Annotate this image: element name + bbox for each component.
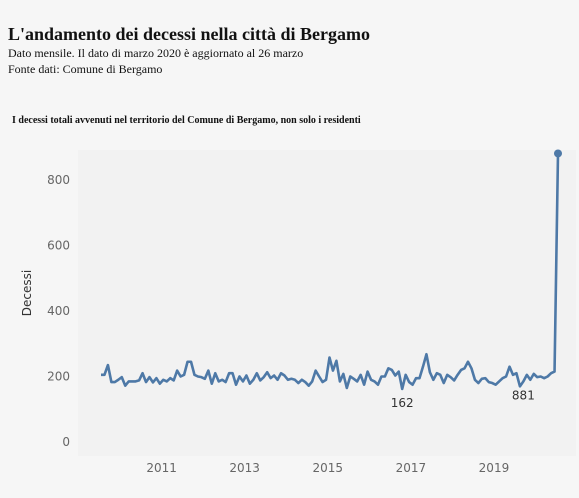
- data-label: 162: [391, 396, 414, 410]
- plot-area: [78, 150, 576, 456]
- x-tick-label: 2011: [146, 461, 177, 475]
- y-tick-label: 400: [47, 304, 70, 318]
- end-point-marker: [554, 149, 562, 158]
- data-source: Fonte dati: Comune di Bergamo: [8, 62, 163, 76]
- data-labels: 881 162: [391, 388, 535, 410]
- y-tick-label: 800: [47, 173, 70, 187]
- y-axis-ticks: 0 200 400 600 800: [47, 173, 70, 449]
- y-tick-label: 600: [47, 239, 70, 253]
- y-tick-label: 200: [47, 370, 70, 384]
- x-axis-ticks: 2011 2013 2015 2017 2019: [146, 461, 509, 475]
- chart-subtitle: Dato mensile. Il dato di marzo 2020 è ag…: [8, 46, 304, 60]
- series-line-decessi: [101, 153, 560, 391]
- x-tick-label: 2019: [479, 461, 510, 475]
- y-axis-label: Decessi: [20, 270, 34, 316]
- x-tick-label: 2015: [312, 461, 343, 475]
- y-tick-label: 0: [62, 435, 70, 449]
- series-group: [101, 149, 562, 391]
- chart-note: I decessi totali avvenuti nel territorio…: [12, 115, 361, 126]
- chart-title: L'andamento dei decessi nella città di B…: [8, 24, 370, 44]
- x-tick-label: 2013: [229, 461, 260, 475]
- x-tick-label: 2017: [396, 461, 427, 475]
- data-label: 881: [512, 388, 535, 402]
